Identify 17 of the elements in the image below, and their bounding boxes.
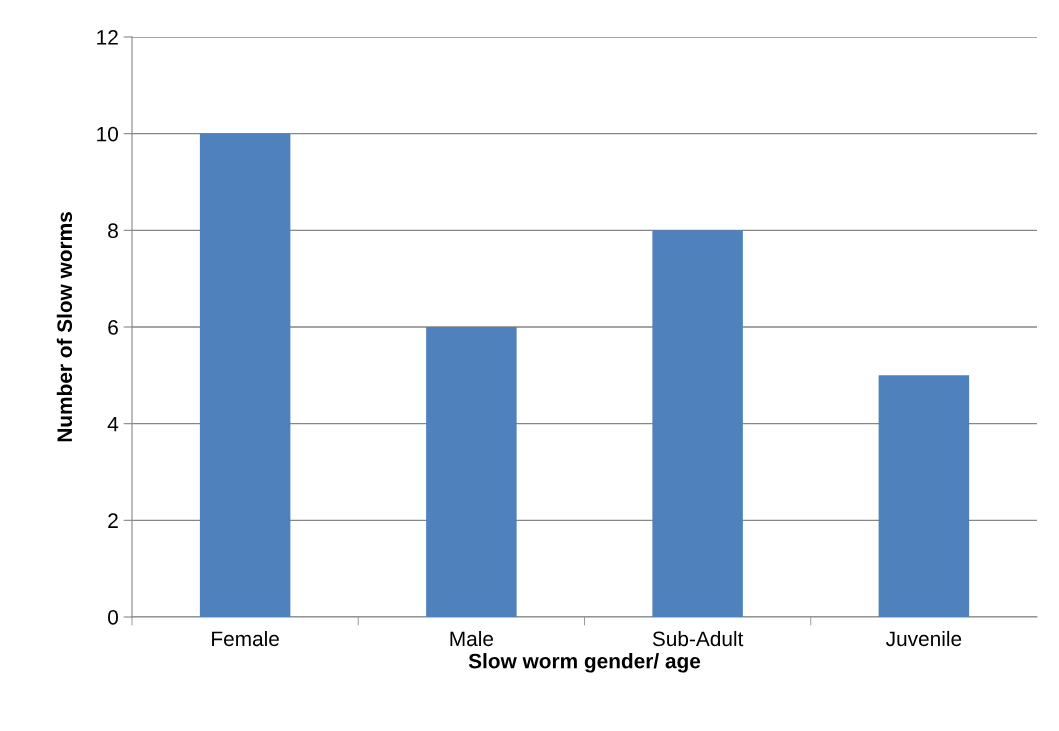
y-tick-label: 12: [97, 30, 118, 45]
y-tick-label: 2: [108, 513, 118, 528]
bar: [878, 375, 970, 617]
bar: [426, 327, 517, 617]
y-axis-title: Number of Slow worms: [56, 212, 73, 442]
y-tick-label: 10: [97, 126, 118, 142]
x-tick-label: Male: [450, 630, 494, 647]
x-axis-title: Slow worm gender/ age: [468, 653, 701, 673]
y-tick-label: 4: [107, 416, 119, 432]
y-tick-label: 8: [108, 223, 118, 239]
y-tick-label: 6: [108, 320, 118, 335]
x-tick-label: Sub-Adult: [652, 630, 744, 647]
bar: [199, 133, 291, 617]
x-tick-label: Female: [212, 630, 279, 647]
x-tick-label: Juvenile: [885, 630, 962, 647]
y-tick-label: 0: [108, 610, 118, 625]
bar: [652, 230, 743, 617]
